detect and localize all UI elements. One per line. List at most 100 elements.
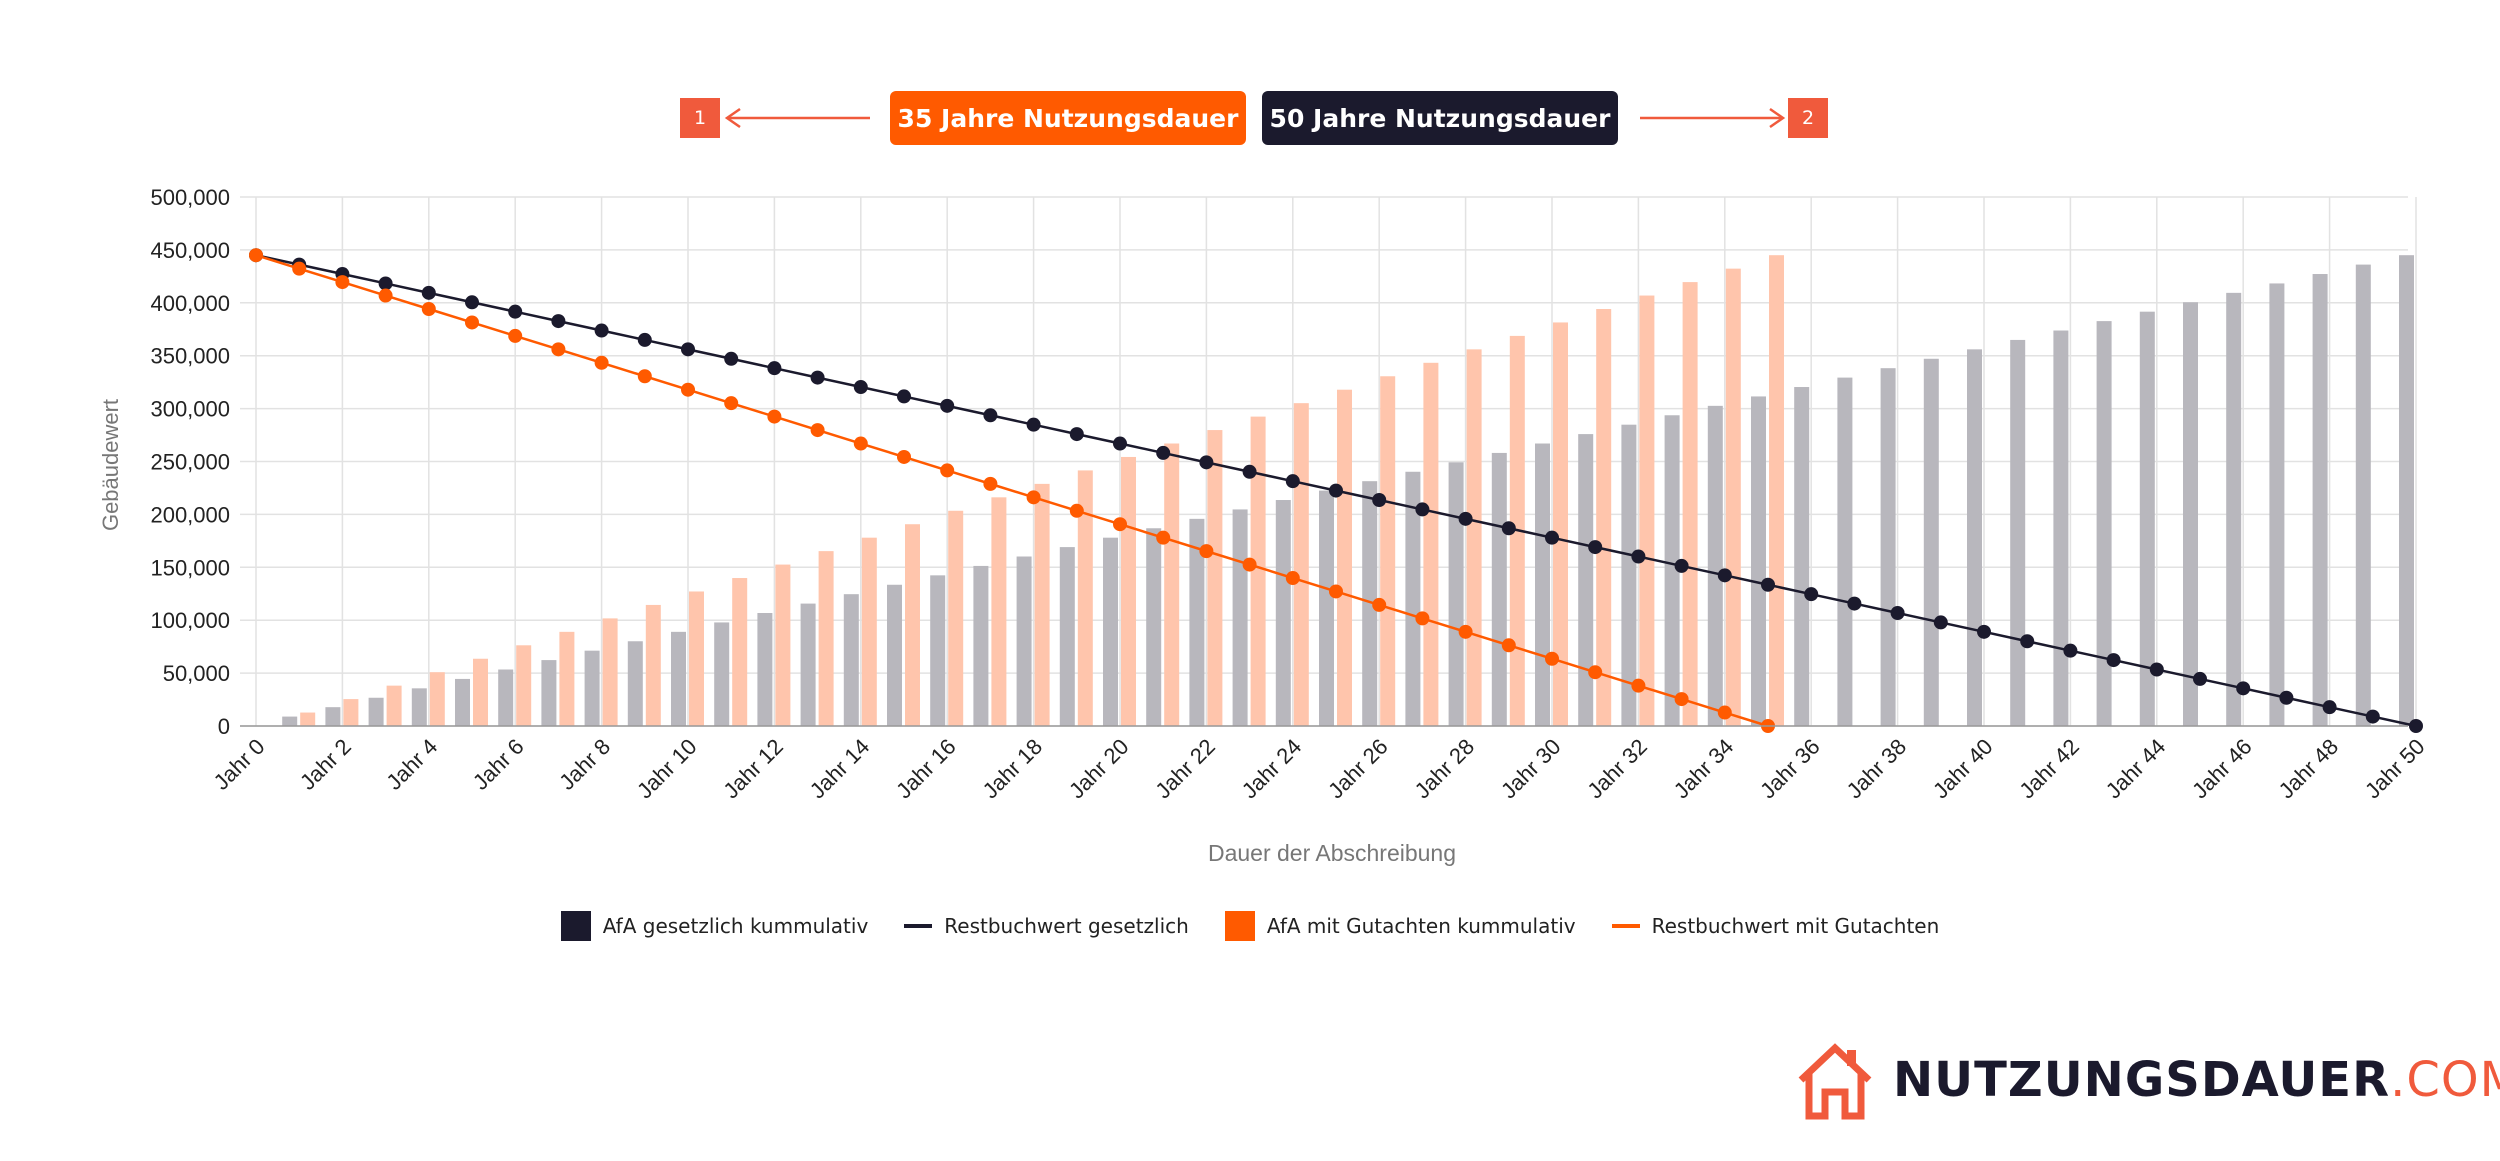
line-restbuchwert-gesetzlich-point (421, 285, 436, 300)
y-tick-label: 350,000 (150, 344, 230, 369)
x-tick-label: Jahr 32 (1582, 734, 1652, 804)
bar-afa-gesetzlich (1405, 471, 1421, 726)
bar-afa-gesetzlich (411, 688, 427, 726)
bar-afa-gutachten (1293, 403, 1309, 726)
y-tick-label: 400,000 (150, 291, 230, 316)
bar-afa-gutachten (1639, 295, 1655, 726)
button-50-jahre[interactable]: 50 Jahre Nutzungsdauer (1262, 91, 1618, 145)
line-restbuchwert-gutachten-point (249, 248, 263, 263)
bar-afa-gesetzlich (1232, 509, 1248, 726)
line-restbuchwert-gesetzlich-point (1156, 445, 1171, 460)
legend-swatch-dark (560, 911, 591, 941)
line-restbuchwert-gesetzlich-point (1761, 577, 1775, 592)
line-restbuchwert-gesetzlich-point (940, 398, 955, 413)
line-restbuchwert-gesetzlich-point (2020, 634, 2035, 649)
nutzungsdauer-selector: 1 35 Jahre Nutzungsdauer 50 Jahre Nutzun… (0, 0, 2500, 240)
chart-lines (249, 248, 2423, 733)
bar-afa-gesetzlich (930, 575, 946, 726)
bar-afa-gesetzlich (1103, 537, 1118, 726)
bar-afa-gutachten (1682, 282, 1698, 726)
line-restbuchwert-gesetzlich-point (1199, 455, 1214, 470)
line-restbuchwert-gutachten-point (1545, 651, 1559, 666)
bar-afa-gutachten (1725, 268, 1741, 726)
line-restbuchwert-gutachten-point (853, 436, 868, 451)
bar-afa-gesetzlich (2010, 339, 2026, 726)
line-restbuchwert-gutachten-point (1458, 624, 1473, 639)
bar-afa-gesetzlich (2269, 283, 2285, 726)
x-tick-label: Jahr 50 (2360, 734, 2430, 804)
bar-afa-gutachten (1164, 443, 1180, 726)
button-35-jahre[interactable]: 35 Jahre Nutzungsdauer (890, 91, 1246, 145)
line-restbuchwert-gesetzlich-point (1977, 624, 1991, 639)
x-tick-label: Jahr 42 (2014, 734, 2084, 804)
bar-afa-gesetzlich (2226, 292, 2242, 726)
x-tick-label: Jahr 30 (1496, 734, 1566, 804)
x-tick-label: Jahr 12 (718, 734, 788, 804)
line-restbuchwert-gesetzlich-point (1285, 474, 1300, 489)
bar-afa-gutachten (1423, 362, 1439, 726)
line-restbuchwert-gesetzlich-point (2063, 643, 2078, 658)
line-restbuchwert-gesetzlich-point (1026, 417, 1041, 432)
bar-afa-gesetzlich (325, 707, 341, 726)
badge-2: 2 (1788, 98, 1828, 138)
bar-afa-gutachten (775, 564, 791, 726)
line-restbuchwert-gutachten-point (1156, 530, 1171, 545)
bar-afa-gesetzlich (671, 631, 686, 726)
line-restbuchwert-gesetzlich-point (897, 389, 911, 404)
bar-afa-gesetzlich (541, 660, 557, 726)
depreciation-chart: 0 50,000 100,000 150,000 200,000 250,000 300,0… (98, 185, 2430, 866)
line-restbuchwert-gutachten-point (292, 261, 307, 276)
y-tick-label: 100,000 (150, 608, 230, 633)
line-restbuchwert-gesetzlich-point (2409, 719, 2423, 733)
bar-afa-gesetzlich (887, 584, 902, 726)
bar-afa-gutachten (386, 685, 402, 726)
line-restbuchwert-gutachten-point (594, 355, 609, 370)
bar-afa-gesetzlich (1707, 405, 1723, 726)
legend-restbuchwert-gesetzlich[interactable]: Restbuchwert gesetzlich (904, 914, 1189, 938)
line-restbuchwert-gutachten-point (1501, 638, 1516, 653)
legend-label: AfA gesetzlich kummulativ (602, 914, 869, 938)
line-restbuchwert-gesetzlich-point (681, 342, 695, 357)
bar-afa-gutachten (559, 631, 575, 726)
bar-afa-gutachten (1769, 255, 1784, 726)
line-restbuchwert-gesetzlich-point (1933, 615, 1948, 630)
line-restbuchwert-gutachten-point (1415, 611, 1430, 626)
bar-afa-gesetzlich (1751, 396, 1766, 726)
bar-afa-gesetzlich (1146, 528, 1162, 726)
bar-afa-gutachten (602, 618, 618, 726)
bar-afa-gutachten (732, 578, 748, 726)
line-restbuchwert-gutachten-point (940, 463, 955, 478)
x-tick-label: Jahr 28 (1410, 734, 1480, 804)
line-restbuchwert-gutachten-point (1069, 503, 1084, 518)
legend-afa-gesetzlich[interactable]: AfA gesetzlich kummulativ (560, 911, 869, 941)
legend-label: Restbuchwert gesetzlich (944, 914, 1189, 938)
bar-afa-gesetzlich (973, 565, 989, 726)
bar-afa-gesetzlich (584, 650, 600, 726)
bar-afa-gesetzlich (1923, 358, 1939, 726)
bar-afa-gesetzlich (2053, 330, 2069, 726)
line-restbuchwert-gesetzlich-point (2279, 690, 2294, 705)
bar-afa-gutachten (1466, 349, 1482, 726)
line-restbuchwert-gutachten-point (983, 476, 998, 491)
x-tick-label: Jahr 18 (978, 734, 1048, 804)
legend-afa-gutachten[interactable]: AfA mit Gutachten kummulativ (1224, 911, 1576, 941)
bar-afa-gesetzlich (1664, 415, 1680, 726)
line-restbuchwert-gesetzlich-point (1372, 493, 1387, 508)
legend-restbuchwert-gutachten[interactable]: Restbuchwert mit Gutachten (1611, 914, 1939, 938)
badge-1: 1 (680, 98, 720, 138)
bar-afa-gutachten (1596, 308, 1612, 726)
line-restbuchwert-gutachten-point (810, 423, 825, 438)
bar-afa-gutachten (1077, 470, 1093, 726)
house-icon (1798, 1043, 1872, 1120)
bar-afa-gutachten (516, 645, 532, 726)
bar-afa-gutachten (948, 510, 964, 726)
line-restbuchwert-gesetzlich-point (2193, 671, 2207, 686)
bar-afa-gesetzlich (627, 641, 643, 726)
y-axis-label: Gebäudewert (98, 399, 123, 531)
bar-afa-gutachten (300, 712, 316, 726)
line-restbuchwert-gutachten-point (508, 328, 523, 343)
bar-afa-gutachten (429, 672, 445, 726)
x-tick-label: Jahr 4 (381, 734, 442, 795)
bar-afa-gutachten (905, 524, 920, 726)
line-restbuchwert-gesetzlich-point (1501, 521, 1516, 536)
